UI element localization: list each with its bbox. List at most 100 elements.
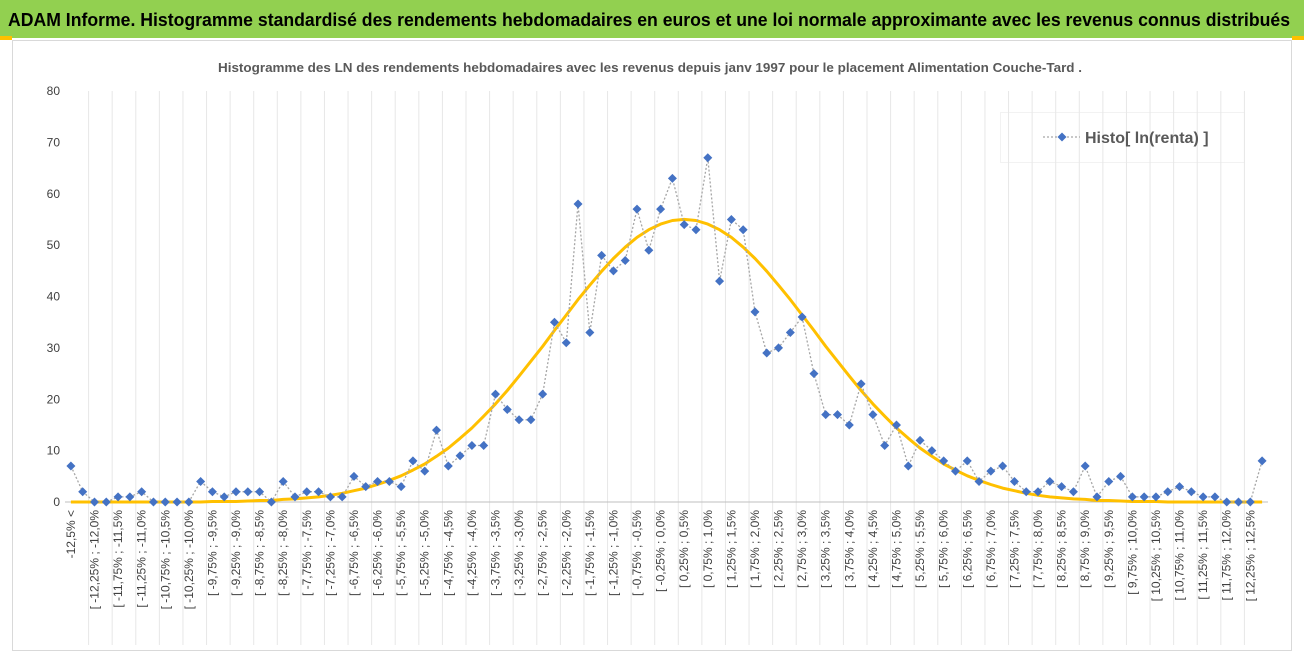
- x-tick-label: [ -4,25% ; -4,0%: [465, 510, 479, 596]
- histogram-marker: [986, 466, 996, 476]
- x-tick-label: [ 11,25% ; 11,5%: [1196, 510, 1210, 600]
- x-tick-label: [ 5,75% ; 6,0%: [937, 510, 951, 588]
- histogram-marker: [1222, 497, 1232, 507]
- histogram-marker: [314, 487, 324, 497]
- x-tick-label: [ -0,75% ; -0,5%: [630, 510, 644, 596]
- x-tick-label: -12,5% <: [64, 510, 78, 558]
- histogram-marker: [255, 487, 265, 497]
- x-tick-label: [ -1,25% ; -1,0%: [606, 510, 620, 596]
- x-tick-label: [ 0,25% ; 0,5%: [677, 510, 691, 588]
- histogram-marker: [1163, 487, 1173, 497]
- x-tick-label: [ -10,75% ; -10,5%: [158, 510, 172, 610]
- x-tick-label: [ -8,75% ; -8,5%: [253, 510, 267, 596]
- x-tick-label: [ -7,75% ; -7,5%: [300, 510, 314, 596]
- histogram-marker: [526, 415, 536, 425]
- x-tick-label: [ 10,75% ; 11,0%: [1173, 510, 1187, 601]
- histogram-marker: [738, 225, 748, 235]
- histogram-marker: [726, 214, 736, 224]
- histogram-marker: [396, 482, 406, 492]
- histogram-marker: [868, 410, 878, 420]
- histogram-marker: [384, 476, 394, 486]
- histogram-marker: [844, 420, 854, 430]
- y-tick-label: 80: [47, 84, 61, 98]
- histogram-marker: [455, 451, 465, 461]
- histogram-marker: [856, 379, 866, 389]
- x-tick-label: [ -0,25% ; 0,0%: [654, 510, 668, 592]
- histogram-marker: [325, 492, 335, 502]
- y-tick-label: 60: [47, 187, 61, 201]
- x-tick-label: [ 4,25% ; 4,5%: [866, 510, 880, 588]
- histogram-marker: [538, 389, 548, 399]
- x-tick-label: [ 1,75% ; 2,0%: [748, 510, 762, 588]
- histogram-marker: [1234, 497, 1244, 507]
- histogram-marker: [797, 312, 807, 322]
- histogram-marker: [78, 487, 88, 497]
- histogram-marker: [785, 327, 795, 337]
- histogram-marker: [880, 440, 890, 450]
- x-tick-label: [ 3,75% ; 4,0%: [842, 510, 856, 588]
- x-tick-label: [ 8,25% ; 8,5%: [1055, 510, 1069, 588]
- x-tick-label: [ -3,75% ; -3,5%: [488, 510, 502, 596]
- header-accent: [0, 36, 12, 40]
- histogram-marker: [1068, 487, 1078, 497]
- histogram-marker: [939, 456, 949, 466]
- histogram-marker: [89, 497, 99, 507]
- x-tick-label: [ -9,25% ; -9,0%: [229, 510, 243, 596]
- x-tick-label: [ -2,75% ; -2,5%: [536, 510, 550, 596]
- x-tick-label: [ -2,25% ; -2,0%: [559, 510, 573, 596]
- histogram-marker: [774, 343, 784, 353]
- histogram-marker: [1021, 487, 1031, 497]
- histogram-marker: [1257, 456, 1267, 466]
- y-tick-label: 20: [47, 392, 61, 406]
- histogram-marker: [302, 487, 312, 497]
- x-tick-label: [ -8,25% ; -8,0%: [276, 510, 290, 596]
- y-tick-label: 0: [53, 495, 60, 509]
- y-tick-label: 70: [47, 135, 61, 149]
- header-bar: [0, 0, 1304, 38]
- histogram-marker: [927, 446, 937, 456]
- x-tick-label: [ 12,25% ; 12,5%: [1243, 510, 1257, 602]
- histogram-marker: [137, 487, 147, 497]
- histogram-marker: [1009, 476, 1019, 486]
- histogram-marker: [1057, 482, 1067, 492]
- x-tick-label: [ -6,25% ; -6,0%: [371, 510, 385, 596]
- histogram-marker: [443, 461, 453, 471]
- y-tick-label: 40: [47, 290, 61, 304]
- histogram-marker: [290, 492, 300, 502]
- y-tick-label: 30: [47, 341, 61, 355]
- histogram-marker: [196, 476, 206, 486]
- histogram-marker: [679, 220, 689, 230]
- chart-title: Histogramme des LN des rendements hebdom…: [218, 60, 1082, 75]
- x-tick-label: [ 1,25% ; 1,5%: [724, 510, 738, 588]
- histogram-marker: [243, 487, 253, 497]
- x-tick-label: [ 3,25% ; 3,5%: [819, 510, 833, 588]
- histogram-marker: [549, 317, 559, 327]
- histogram-marker: [490, 389, 500, 399]
- histogram-marker: [762, 348, 772, 358]
- histogram-marker: [172, 497, 182, 507]
- histogram-marker: [644, 245, 654, 255]
- header-title: ADAM Informe. Histogramme standardisé de…: [8, 10, 1290, 30]
- histogram-marker: [974, 476, 984, 486]
- histogram-marker: [337, 492, 347, 502]
- x-tick-label: [ -10,25% ; -10,0%: [182, 510, 196, 610]
- x-tick-label: [ -5,25% ; -5,0%: [418, 510, 432, 596]
- histogram-marker: [809, 369, 819, 379]
- histogram-marker: [632, 204, 642, 214]
- histogram-marker: [1139, 492, 1149, 502]
- histogram-marker: [1033, 487, 1043, 497]
- histogram-marker: [113, 492, 123, 502]
- histogram-marker: [1186, 487, 1196, 497]
- x-tick-label: [ -1,75% ; -1,5%: [583, 510, 597, 596]
- histogram-marker: [420, 466, 430, 476]
- histogram-marker: [998, 461, 1008, 471]
- histogram-marker: [608, 266, 618, 276]
- x-tick-label: [ 6,75% ; 7,0%: [984, 510, 998, 588]
- histogram-marker: [1127, 492, 1137, 502]
- histogram-marker: [1245, 497, 1255, 507]
- x-tick-label: [ 2,25% ; 2,5%: [772, 510, 786, 588]
- x-tick-label: [ -3,25% ; -3,0%: [512, 510, 526, 596]
- legend-label: Histo[ ln(renta) ]: [1085, 130, 1209, 147]
- x-tick-label: [ 9,75% ; 10,0%: [1125, 510, 1139, 595]
